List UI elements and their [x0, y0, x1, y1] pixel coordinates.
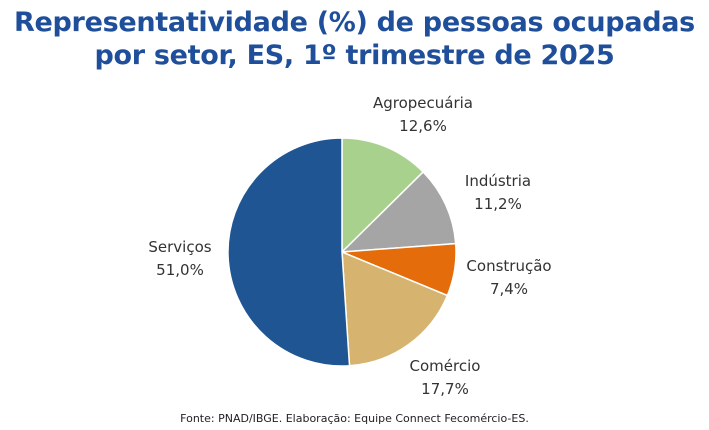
label-agropecuaria-value: 12,6% — [399, 117, 447, 135]
chart-title: Representatividade (%) de pessoas ocupad… — [0, 6, 709, 72]
pie-slice-comercio — [341, 250, 449, 367]
source-note: Fonte: PNAD/IBGE. Elaboração: Equipe Con… — [180, 412, 529, 425]
label-construcao: Construção 7,4% — [454, 255, 564, 301]
label-comercio: Comércio 17,7% — [395, 355, 495, 401]
label-agropecuaria-name: Agropecuária — [372, 94, 474, 112]
label-comercio-name: Comércio — [409, 357, 481, 375]
label-industria-name: Indústria — [464, 172, 532, 190]
label-servicos-name: Serviços — [148, 238, 212, 256]
chart-title-line-1: Representatividade (%) de pessoas ocupad… — [14, 7, 695, 38]
pie-slice-agropecuaria — [341, 137, 425, 254]
label-construcao-value: 7,4% — [489, 280, 529, 298]
label-comercio-value: 17,7% — [421, 380, 469, 398]
label-industria-value: 11,2% — [474, 195, 522, 213]
chart-title-line-2: por setor, ES, 1º trimestre de 2025 — [94, 40, 615, 71]
pie-slice-servicos — [227, 137, 351, 367]
label-servicos-value: 51,0% — [156, 261, 204, 279]
label-industria: Indústria 11,2% — [448, 170, 548, 216]
label-agropecuaria: Agropecuária 12,6% — [368, 92, 478, 138]
label-servicos: Serviços 51,0% — [130, 236, 230, 282]
pie-slice-industria — [340, 170, 457, 253]
label-construcao-name: Construção — [466, 257, 552, 275]
